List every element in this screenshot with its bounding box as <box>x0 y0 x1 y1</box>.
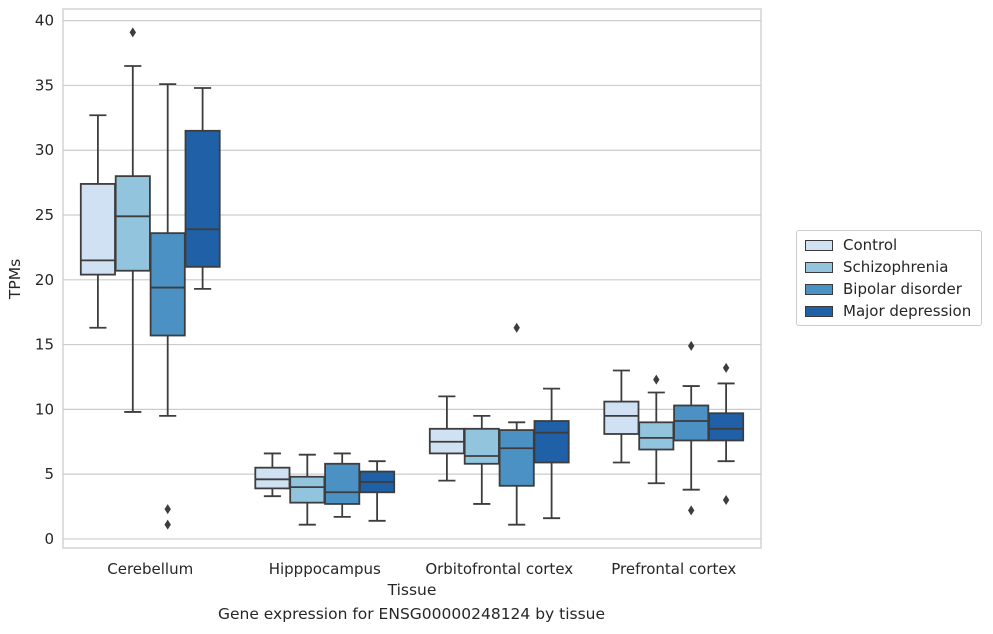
box <box>708 412 745 442</box>
boxes <box>79 27 745 530</box>
x-axis-label: Tissue <box>387 581 437 599</box>
legend-item-control: Control <box>805 235 897 255</box>
y-tick-label: 40 <box>35 12 54 30</box>
y-tick-label: 25 <box>35 206 54 224</box>
box <box>149 232 186 337</box>
outlier-point <box>164 504 171 515</box>
y-tick-label: 0 <box>44 530 54 548</box>
box-element <box>603 369 640 464</box>
box <box>498 429 535 487</box>
outlier-point <box>688 340 695 351</box>
outlier-point <box>688 505 695 516</box>
box <box>254 466 291 490</box>
x-axis-ticks: Cerebellum Hipppocampus Orbitofrontal cort… <box>107 560 736 578</box>
box-element <box>673 340 710 516</box>
legend: Control Schizophrenia Bipolar disorder M… <box>796 230 982 326</box>
box-element <box>289 453 326 526</box>
legend-item-bipolar-disorder: Bipolar disorder <box>805 279 962 299</box>
y-tick-label: 5 <box>44 465 54 483</box>
legend-swatch <box>805 239 833 251</box>
outlier-point <box>653 374 660 385</box>
box <box>533 420 570 464</box>
legend-item-schizophrenia: Schizophrenia <box>805 257 948 277</box>
x-tick-label: Hipppocampus <box>269 560 381 578</box>
box-element <box>324 452 361 518</box>
outlier-point <box>164 519 171 530</box>
x-tick-label: Prefrontal cortex <box>611 560 736 578</box>
outlier-point <box>722 495 730 506</box>
box-element <box>638 374 675 485</box>
legend-swatch <box>805 283 833 295</box>
outlier-point <box>722 362 730 373</box>
box-element <box>359 460 396 522</box>
box <box>289 475 326 504</box>
box-element <box>149 83 186 530</box>
box-element <box>254 452 291 498</box>
y-tick-label: 20 <box>35 271 54 289</box>
y-axis-ticks: 0 5 10 15 20 25 30 35 40 <box>35 12 54 548</box>
y-tick-label: 15 <box>35 336 54 354</box>
y-axis-label: TPMs <box>6 259 24 300</box>
box <box>184 129 221 268</box>
outlier-point <box>513 322 520 333</box>
box-element <box>708 362 745 506</box>
y-tick-label: 10 <box>35 400 54 418</box>
legend-label: Bipolar disorder <box>843 280 962 298</box>
legend-label: Control <box>843 236 898 254</box>
box <box>463 427 500 465</box>
box <box>114 175 151 272</box>
box-element <box>184 87 221 290</box>
legend-label: Major depression <box>843 302 972 320</box>
box-element <box>428 395 465 482</box>
x-tick-label: Orbitofrontal cortex <box>425 560 573 578</box>
legend-label: Schizophrenia <box>843 258 949 276</box>
box <box>638 421 675 451</box>
box-element <box>498 322 535 526</box>
plot-frame <box>62 8 762 549</box>
box <box>673 404 710 442</box>
box <box>324 462 361 505</box>
box-element <box>533 387 570 520</box>
chart-caption: Gene expression for ENSG00000248124 by t… <box>217 605 606 623</box>
y-tick-label: 30 <box>35 141 54 159</box>
legend-item-major-depression: Major depression <box>805 301 971 321</box>
legend-swatch <box>805 261 833 273</box>
x-tick-label: Cerebellum <box>107 560 193 578</box>
box-element <box>463 414 500 505</box>
box-element <box>79 114 116 329</box>
y-tick-label: 35 <box>35 76 54 94</box>
legend-swatch <box>805 305 833 317</box>
outlier-point <box>129 27 136 38</box>
box <box>603 400 640 435</box>
box-element <box>114 27 151 413</box>
